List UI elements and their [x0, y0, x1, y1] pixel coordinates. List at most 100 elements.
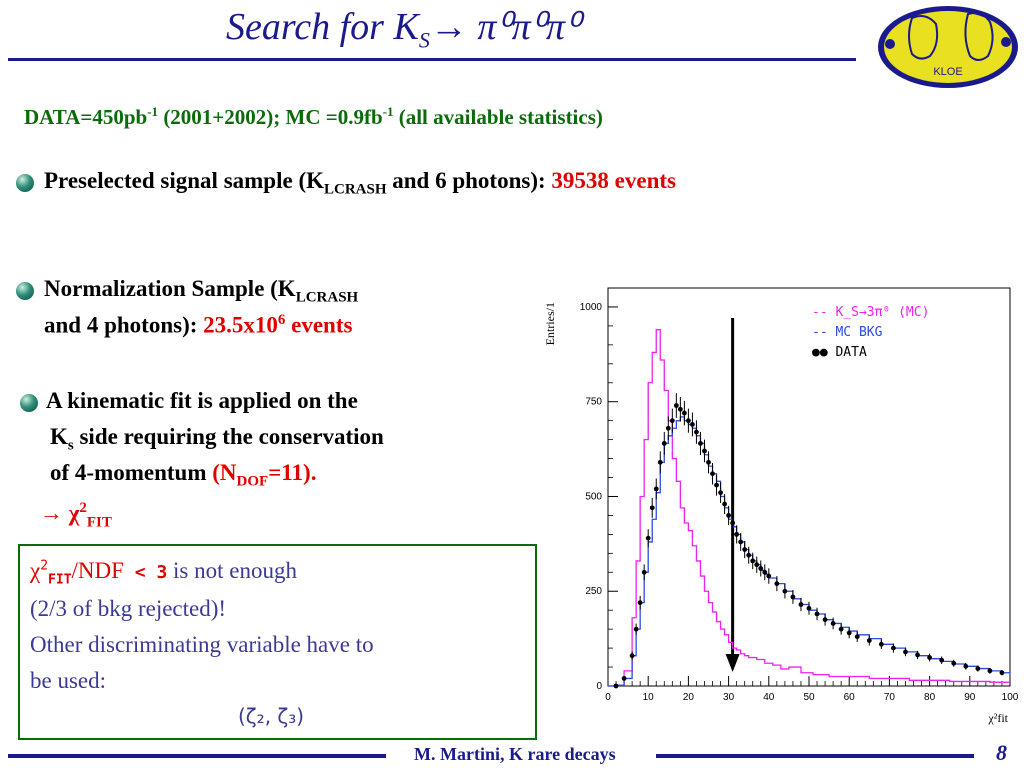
data-point — [718, 490, 723, 496]
kloe-logo-icon: KLOE — [878, 6, 1018, 88]
data-point — [710, 471, 715, 477]
bullet-icon — [20, 394, 38, 412]
data-point — [774, 581, 780, 587]
bullet2-line2-text: and 4 photons): — [44, 312, 204, 338]
bullet-preselected-sample: Preselected signal sample (KLCRASH and 6… — [44, 168, 676, 199]
bullet3-line3-text: of 4-momentum — [50, 460, 213, 485]
data-point — [975, 666, 981, 671]
data-point — [677, 406, 683, 412]
data-point — [714, 482, 719, 488]
data-point — [686, 418, 691, 424]
bullet3-line2-text: side requiring the conservation — [73, 424, 384, 449]
bullet2-text: Normalization Sample (K — [44, 276, 296, 301]
title-arrow: → — [429, 6, 468, 48]
data-point — [854, 634, 860, 640]
bullet2-subscript: LCRASH — [295, 289, 359, 306]
data-point — [830, 621, 836, 626]
data-point — [702, 448, 707, 454]
chart-legend: -- K_S→3π⁰ (MC) -- MC BKG ●● DATA — [812, 305, 929, 360]
bullet-normalization-sample: Normalization Sample (KLCRASH — [44, 276, 358, 307]
x-tick-label: 80 — [924, 692, 936, 703]
data-lumi: DATA=450pb — [24, 105, 148, 129]
ndof-label: (N — [212, 460, 237, 485]
data-point — [742, 547, 748, 552]
footer-rule-right — [656, 754, 974, 758]
box-cut-value: < 3 — [123, 562, 168, 583]
bullet-normalization-line2: and 4 photons): 23.5x106 events — [44, 312, 352, 339]
legend-entry: ●● DATA — [812, 345, 867, 360]
footer-author: M. Martini, K rare decays — [414, 744, 616, 764]
normalization-events-tail: events — [285, 312, 353, 338]
legend-entry: -- K_S→3π⁰ (MC) — [812, 305, 929, 320]
normalization-events-value: 23.5x10 — [203, 312, 278, 338]
data-point — [806, 605, 812, 611]
x-tick-label: 10 — [643, 692, 655, 703]
x-axis-label: χ²fit — [987, 711, 1008, 725]
chi2-histogram-chart: 0 10 20 30 40 50 60 70 80 90 10002505007501000Entr… — [543, 287, 1019, 725]
y-axis-label: Entries/1 — [543, 302, 557, 345]
x-tick-label: 50 — [803, 692, 815, 703]
data-point — [878, 641, 884, 647]
data-point — [963, 663, 969, 669]
data-point — [782, 588, 788, 594]
box-zeta-variables: (ζ₂, ζ₃) — [238, 704, 305, 728]
box-line-2: (2/3 of bkg rejected)! — [30, 596, 227, 621]
x-tick-label: 60 — [844, 692, 856, 703]
data-point — [814, 611, 820, 617]
data-point — [629, 653, 635, 659]
data-lumi-exponent: -1 — [147, 104, 159, 119]
data-point — [866, 638, 872, 643]
box-chi-subscript: FIT — [48, 572, 72, 588]
box-line-3: Other discriminating variable have to — [30, 632, 374, 657]
data-point — [669, 418, 675, 424]
chi-subscript: FIT — [86, 514, 112, 531]
ndof-value: =11). — [268, 460, 317, 485]
bullet1-text: Preselected signal sample (K — [44, 168, 324, 193]
data-point — [758, 566, 764, 571]
signal-mc-histogram — [608, 329, 1010, 687]
data-point — [653, 486, 659, 492]
y-tick-label: 750 — [585, 397, 602, 408]
x-tick-label: 0 — [605, 692, 611, 703]
arrow-icon: → — [40, 500, 69, 526]
bullet3-line2-k: K — [50, 424, 68, 449]
data-point — [694, 429, 699, 435]
data-point — [637, 600, 643, 606]
data-point — [915, 652, 920, 658]
data-point — [645, 535, 651, 541]
title-text: Search for K — [226, 6, 419, 48]
data-point — [681, 410, 687, 416]
data-point — [673, 403, 679, 408]
data-point — [891, 645, 896, 651]
box-chi-symbol: χ — [30, 558, 41, 583]
cut-arrow-head — [725, 654, 740, 672]
chi-symbol: χ — [68, 500, 80, 526]
mc-background-histogram — [608, 416, 1011, 687]
chart-axes: 0 10 20 30 40 50 60 70 80 90 10002505007501000Entr… — [543, 287, 1019, 725]
title-pions: π⁰π⁰π⁰ — [477, 6, 581, 48]
data-point — [798, 602, 804, 607]
data-point — [790, 594, 796, 600]
bullet-kinematic-fit: A kinematic fit is applied on the — [46, 388, 358, 413]
y-tick-label: 500 — [585, 491, 602, 502]
bullet3-line2-subscript: s — [67, 437, 74, 454]
data-point — [706, 459, 711, 465]
data-point — [822, 617, 828, 623]
data-point — [657, 459, 663, 465]
bullet1-text-tail: and 6 photons): — [386, 168, 552, 193]
data-point — [846, 630, 852, 636]
data-point — [722, 501, 727, 507]
mc-lumi: (2001+2002); MC =0.9fb — [158, 105, 383, 129]
bullet-kinematic-line2: Ks side requiring the conservation — [50, 424, 384, 455]
data-point — [999, 670, 1005, 676]
data-point — [633, 626, 639, 632]
x-tick-label: 30 — [723, 692, 735, 703]
bullet-icon — [16, 174, 34, 192]
statistics-note: (all available statistics) — [393, 105, 603, 129]
title-subscript: S — [418, 27, 430, 53]
x-tick-label: 70 — [884, 692, 896, 703]
data-point — [927, 655, 932, 660]
data-point — [698, 441, 703, 446]
data-point — [734, 531, 740, 537]
data-point — [661, 441, 667, 446]
